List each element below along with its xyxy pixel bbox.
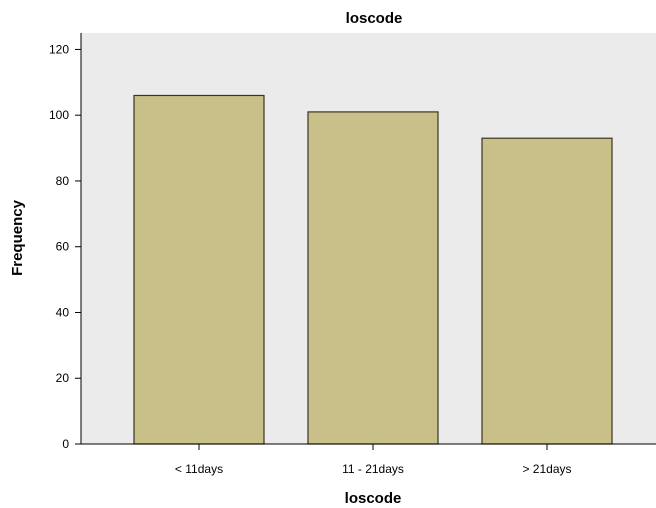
y-axis-title: Frequency — [9, 199, 26, 276]
x-tick-label: < 11days — [175, 462, 223, 476]
chart-title: loscode — [346, 10, 403, 27]
x-tick-label: 11 - 21days — [342, 462, 404, 476]
x-ticks-group: < 11days 11 - 21days > 21days — [175, 444, 572, 476]
y-tick-label: 80 — [56, 174, 70, 188]
x-axis-title: loscode — [345, 490, 402, 507]
bar-1 — [307, 111, 439, 445]
y-ticks-group: 0 20 40 60 80 100 120 — [49, 42, 81, 451]
y-tick-label: 120 — [49, 42, 69, 56]
y-tick-label: 0 — [62, 437, 69, 451]
bar-2 — [481, 137, 613, 445]
bars-group — [133, 94, 613, 445]
x-tick-label: > 21days — [522, 462, 571, 476]
y-tick-label: 40 — [56, 305, 70, 319]
y-tick-label: 20 — [56, 371, 70, 385]
y-tick-label: 100 — [49, 108, 69, 122]
bar-0 — [133, 94, 265, 445]
y-tick-label: 60 — [56, 240, 70, 254]
